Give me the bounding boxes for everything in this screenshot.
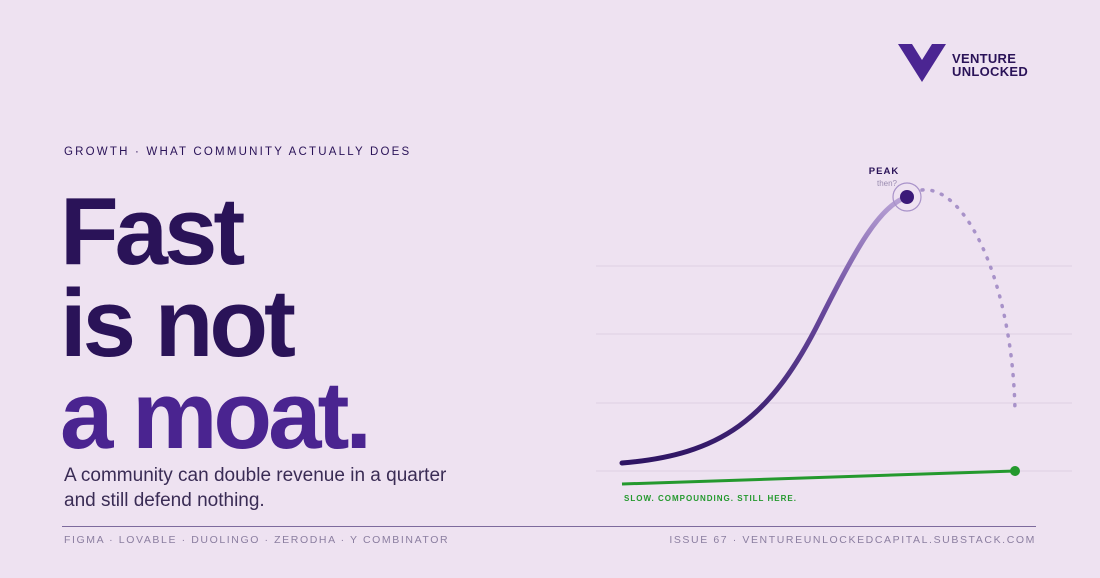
slow-line bbox=[621, 469, 1016, 486]
footer-right: ISSUE 67 · VENTUREUNLOCKEDCAPITAL.SUBSTA… bbox=[669, 534, 1036, 546]
logo-mark-cut bbox=[912, 44, 932, 60]
peak-dot bbox=[900, 190, 914, 204]
peak-note: then? bbox=[877, 179, 898, 188]
logo-text: UNLOCKED bbox=[952, 64, 1029, 79]
subhead-line: A community can double revenue in a quar… bbox=[64, 465, 447, 486]
subhead: A community can double revenue in a quar… bbox=[64, 463, 446, 513]
footer-rule bbox=[62, 526, 1036, 527]
fast-curve bbox=[619, 194, 910, 466]
headline-line: a moat. bbox=[60, 362, 372, 469]
headline-line: Fast bbox=[60, 178, 245, 285]
subhead-line: and still defend nothing. bbox=[64, 490, 265, 511]
headline-line: is not bbox=[60, 270, 296, 377]
footer-left: FIGMA · LOVABLE · DUOLINGO · ZERODHA · Y… bbox=[64, 534, 450, 546]
logo-mark bbox=[898, 44, 946, 82]
slow-label: SLOW. COMPOUNDING. STILL HERE. bbox=[624, 494, 797, 503]
peak-label: PEAK bbox=[869, 166, 899, 177]
drop-curve bbox=[920, 188, 1017, 412]
eyebrow: GROWTH · WHAT COMMUNITY ACTUALLY DOES bbox=[64, 146, 412, 158]
logo-text: VENTURE bbox=[952, 51, 1017, 66]
peak-ring bbox=[892, 182, 922, 212]
slow-dot bbox=[1010, 466, 1020, 476]
logo: VENTURE UNLOCKED bbox=[952, 52, 1028, 78]
